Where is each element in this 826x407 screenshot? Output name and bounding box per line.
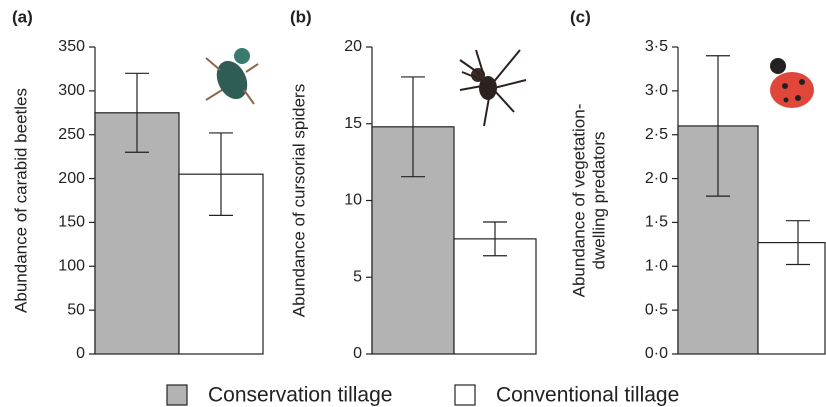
bar	[677, 125, 759, 355]
legend-swatch	[454, 384, 476, 406]
y-tick-label: 250	[58, 126, 85, 143]
y-tick-label: 2·0	[645, 170, 668, 187]
panel-label: (a)	[12, 7, 33, 26]
y-tick-label: 0	[353, 345, 362, 362]
y-tick-label: 150	[58, 214, 85, 231]
y-tick-label: 100	[58, 258, 85, 275]
ladybird-icon	[770, 58, 814, 108]
y-tick-label: 0·0	[645, 345, 668, 362]
legend-label: Conventional tillage	[496, 384, 679, 407]
y-tick-label: 20	[344, 38, 362, 55]
error-bar	[401, 76, 425, 178]
y-axis-label: Abundance of cursorial spiders	[289, 84, 308, 317]
y-tick-label: 5	[353, 268, 362, 285]
error-bar	[786, 220, 810, 266]
y-tick-label: 3·5	[645, 38, 668, 55]
y-tick-label: 50	[67, 301, 85, 318]
y-tick-label: 0·5	[645, 301, 668, 318]
y-tick-label: 1·5	[645, 214, 668, 231]
legend-label: Conservation tillage	[208, 384, 392, 407]
panel-label: (b)	[290, 7, 312, 26]
y-tick-label: 300	[58, 82, 85, 99]
error-bar	[125, 72, 149, 153]
legend-swatch	[166, 384, 188, 406]
y-tick-label: 15	[344, 115, 362, 132]
y-tick-label: 3·0	[645, 82, 668, 99]
y-tick-label: 2·5	[645, 126, 668, 143]
panel-label: (c)	[570, 7, 591, 26]
error-bar	[483, 221, 507, 257]
error-bar	[209, 132, 233, 217]
y-tick-label: 0	[76, 345, 85, 362]
spider-icon	[459, 49, 527, 127]
y-tick-label: 200	[58, 170, 85, 187]
error-bar	[706, 55, 730, 197]
bar	[94, 112, 180, 355]
y-tick-label: 1·0	[645, 258, 668, 275]
y-axis-label: Abundance of vegetation-	[569, 104, 588, 298]
bar	[757, 242, 826, 355]
y-tick-label: 10	[344, 192, 362, 209]
y-axis-label: Abundance of carabid beetles	[11, 88, 30, 313]
y-axis-label: dwelling predators	[589, 132, 608, 270]
bar	[453, 238, 537, 355]
beetle-icon	[205, 48, 259, 105]
y-tick-label: 350	[58, 38, 85, 55]
